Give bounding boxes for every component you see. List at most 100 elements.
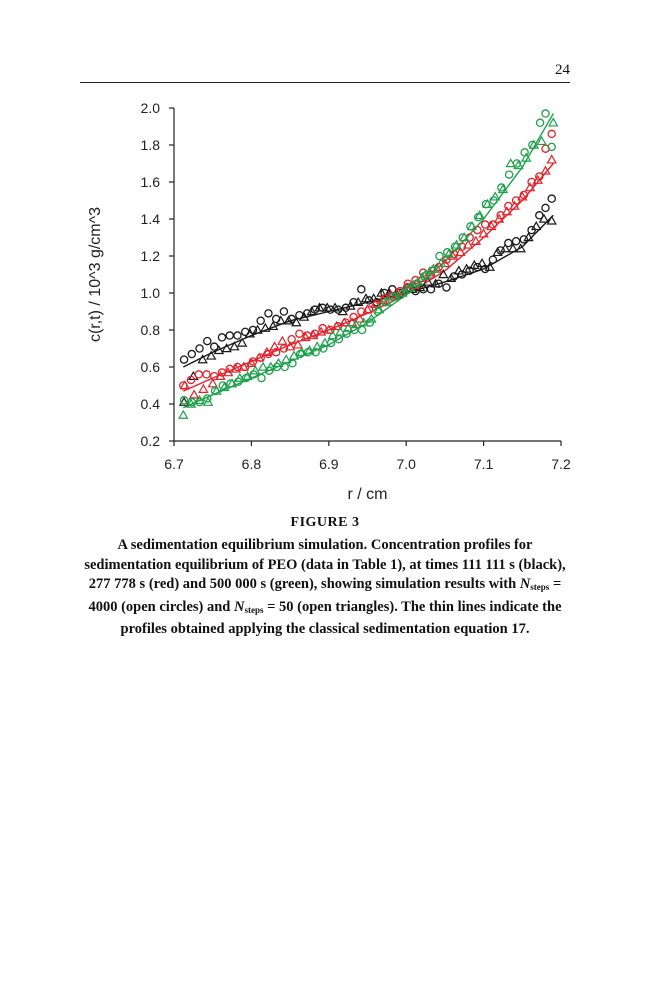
triangle-marker bbox=[337, 306, 348, 316]
triangle-marker bbox=[188, 389, 200, 399]
triangle-marker bbox=[352, 296, 364, 306]
triangle-marker bbox=[548, 117, 559, 127]
page-number: 24 bbox=[555, 62, 570, 78]
triangle-marker bbox=[492, 246, 503, 257]
triangle-marker bbox=[517, 191, 528, 201]
triangle-marker bbox=[221, 343, 232, 353]
triangle-marker bbox=[246, 357, 257, 368]
triangle-marker bbox=[238, 361, 249, 371]
triangle-marker bbox=[443, 248, 455, 258]
triangle-marker bbox=[331, 320, 342, 331]
circle-marker bbox=[233, 331, 242, 340]
circle-marker bbox=[271, 347, 281, 357]
triangle-marker bbox=[244, 328, 256, 338]
triangle-marker bbox=[207, 378, 218, 388]
circle-marker bbox=[357, 325, 367, 335]
triangle-marker bbox=[509, 200, 520, 210]
circle-marker bbox=[264, 309, 273, 318]
x-tick-label: 7.1 bbox=[474, 456, 494, 472]
triangle-marker bbox=[202, 396, 214, 406]
circle-marker bbox=[179, 355, 189, 364]
triangle-marker bbox=[482, 198, 493, 208]
x-tick-label: 7.0 bbox=[396, 456, 416, 472]
triangle-marker bbox=[530, 220, 542, 231]
triangle-marker bbox=[304, 344, 315, 355]
circle-marker bbox=[426, 285, 436, 294]
circle-marker bbox=[541, 203, 550, 213]
triangle-marker bbox=[335, 326, 346, 336]
y-tick-label: 1.2 bbox=[141, 248, 161, 264]
triangle-marker bbox=[520, 152, 532, 162]
triangle-marker bbox=[381, 296, 393, 306]
circle-marker bbox=[202, 370, 211, 379]
caption-part-3: = 50 (open triangles). The thin lines in… bbox=[120, 598, 562, 638]
circle-marker bbox=[535, 118, 545, 128]
triangle-marker bbox=[513, 159, 524, 170]
triangle-marker bbox=[523, 232, 534, 242]
triangle-marker bbox=[215, 370, 226, 380]
figure-caption: A sedimentation equilibrium simulation. … bbox=[78, 536, 572, 640]
triangle-marker bbox=[536, 135, 547, 146]
triangle-marker bbox=[329, 302, 341, 312]
triangle-marker bbox=[524, 182, 536, 192]
circle-marker bbox=[318, 323, 327, 333]
triangle-marker bbox=[397, 287, 408, 297]
circle-marker bbox=[435, 251, 444, 261]
triangle-marker bbox=[486, 220, 497, 231]
data-markers bbox=[178, 109, 559, 419]
circle-marker bbox=[465, 266, 474, 276]
triangle-marker bbox=[532, 174, 544, 184]
triangle-marker bbox=[345, 300, 356, 310]
triangle-marker bbox=[283, 315, 294, 325]
triangle-marker bbox=[515, 243, 526, 253]
triangle-marker bbox=[358, 317, 369, 327]
figure-label: FIGURE 3 bbox=[290, 515, 360, 530]
nsteps-symbol: N bbox=[234, 598, 245, 615]
y-tick-label: 0.8 bbox=[141, 322, 161, 338]
circle-marker bbox=[203, 336, 212, 346]
triangle-marker bbox=[226, 378, 238, 388]
triangle-marker bbox=[185, 398, 197, 408]
x-tick-label: 6.7 bbox=[164, 456, 184, 472]
triangle-marker bbox=[327, 330, 338, 340]
circle-marker bbox=[442, 248, 452, 257]
circle-marker bbox=[256, 316, 265, 325]
triangle-marker bbox=[250, 365, 261, 375]
circle-marker bbox=[535, 172, 544, 181]
circle-marker bbox=[497, 183, 506, 192]
circle-marker bbox=[357, 307, 366, 316]
triangle-marker bbox=[546, 215, 557, 225]
triangle-marker bbox=[377, 294, 389, 305]
caption-part-1: A sedimentation equilibrium simulation. … bbox=[84, 537, 566, 592]
triangle-marker bbox=[462, 239, 474, 249]
triangle-marker bbox=[428, 263, 439, 273]
triangle-marker bbox=[476, 257, 488, 268]
triangle-marker bbox=[275, 315, 287, 325]
circle-marker bbox=[480, 220, 490, 229]
triangle-marker bbox=[280, 354, 292, 364]
triangle-marker bbox=[198, 383, 209, 393]
y-tick-label: 1.6 bbox=[141, 174, 161, 190]
triangle-marker bbox=[188, 370, 199, 380]
triangle-marker bbox=[298, 311, 310, 321]
triangle-marker bbox=[389, 291, 400, 301]
triangle-marker bbox=[342, 322, 354, 332]
triangle-marker bbox=[269, 341, 280, 351]
header-rule bbox=[80, 82, 570, 83]
triangle-marker bbox=[366, 313, 377, 323]
circle-marker bbox=[287, 334, 296, 344]
circle-marker bbox=[504, 238, 513, 248]
triangle-marker bbox=[373, 304, 385, 314]
triangle-marker bbox=[277, 335, 288, 345]
triangle-marker bbox=[478, 228, 489, 238]
triangle-marker bbox=[267, 320, 279, 331]
triangle-marker bbox=[273, 357, 284, 368]
circle-marker bbox=[179, 396, 189, 405]
circle-marker bbox=[504, 170, 514, 179]
triangle-marker bbox=[222, 367, 234, 377]
y-tick-label: 0.4 bbox=[141, 396, 161, 412]
triangle-marker bbox=[230, 363, 242, 373]
triangle-marker bbox=[236, 337, 248, 347]
triangle-marker bbox=[455, 246, 466, 257]
triangle-marker bbox=[497, 183, 509, 194]
